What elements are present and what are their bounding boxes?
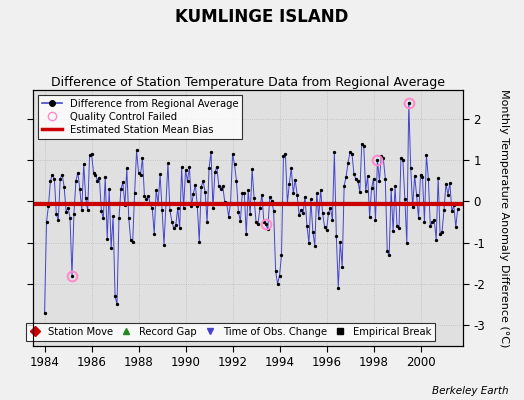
Text: Berkeley Earth: Berkeley Earth bbox=[432, 386, 508, 396]
Y-axis label: Monthly Temperature Anomaly Difference (°C): Monthly Temperature Anomaly Difference (… bbox=[499, 89, 509, 347]
Legend: Station Move, Record Gap, Time of Obs. Change, Empirical Break: Station Move, Record Gap, Time of Obs. C… bbox=[26, 322, 435, 340]
Text: KUMLINGE ISLAND: KUMLINGE ISLAND bbox=[176, 8, 348, 26]
Title: Difference of Station Temperature Data from Regional Average: Difference of Station Temperature Data f… bbox=[51, 76, 445, 89]
